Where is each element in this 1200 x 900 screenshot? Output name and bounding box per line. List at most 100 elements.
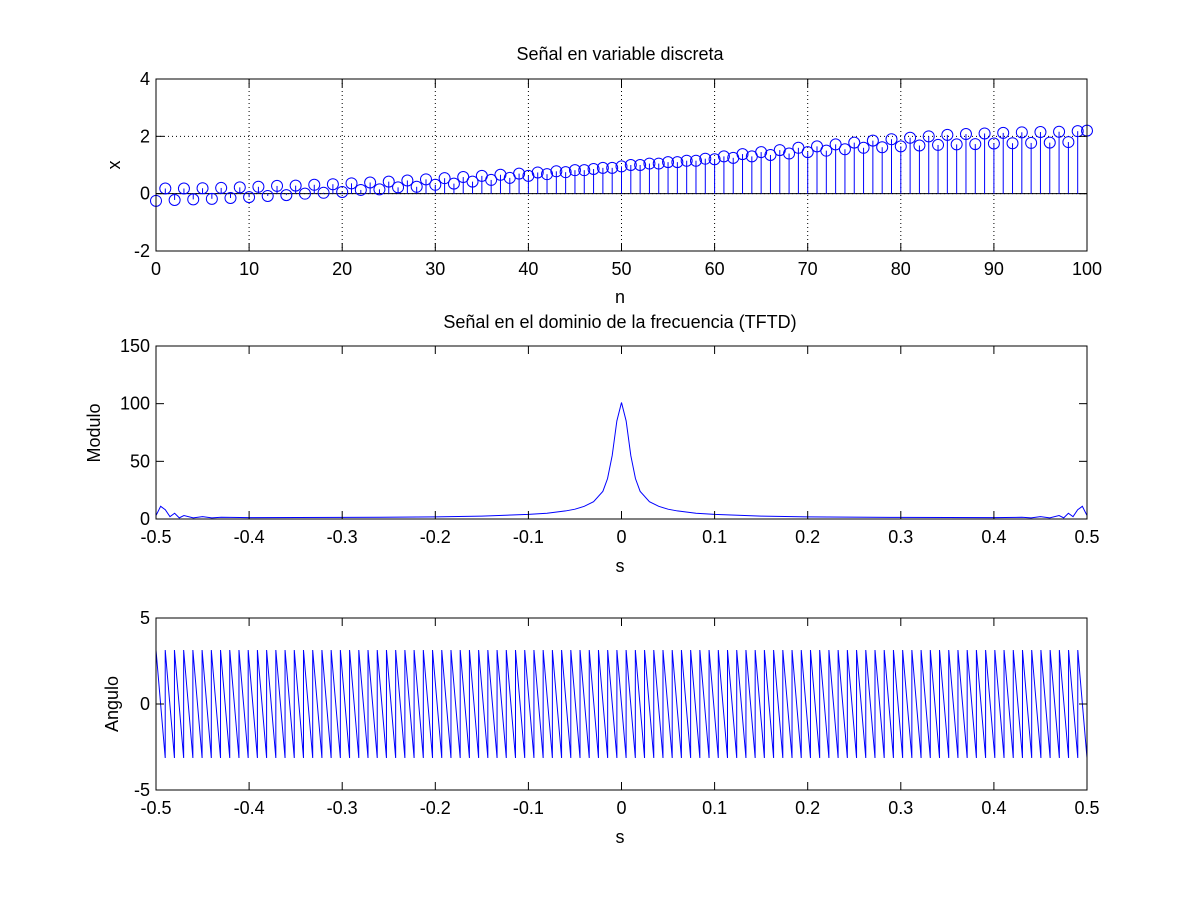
stem-marker [401, 174, 414, 187]
stem-marker [801, 146, 814, 159]
x-tick-label: -0.1 [513, 527, 544, 547]
stem-marker [820, 144, 833, 157]
stem-marker [159, 182, 172, 195]
stem-marker [308, 178, 321, 191]
stem-marker [177, 182, 190, 195]
y-tick-label: 0 [140, 694, 150, 714]
stem-marker [662, 156, 675, 169]
x-tick-label: 0.3 [888, 527, 913, 547]
stem-marker [578, 164, 591, 177]
stem-marker [568, 164, 581, 177]
stem-marker [485, 173, 498, 186]
stem-marker [354, 183, 367, 196]
stem-marker [336, 185, 349, 198]
x-tick-label: -0.5 [140, 798, 171, 818]
stem-marker [326, 178, 339, 191]
x-tick-label: 0.2 [795, 527, 820, 547]
stem-marker [699, 152, 712, 165]
y-axis-label: Modulo [84, 403, 104, 462]
x-tick-label: 0 [151, 259, 161, 279]
tick-labels: -0.5 -0.4 -0.3 -0.2 -0.1 0 0.1 0.2 0.3 0.4 0.5 -5 0 5 [134, 608, 1100, 818]
stem-marker [447, 177, 460, 190]
stem-marks [150, 124, 1093, 207]
stem-marker [224, 191, 237, 204]
stem-marker [261, 189, 274, 202]
y-tick-label: -5 [134, 780, 150, 800]
tick-marks [155, 78, 1088, 252]
stem-marker [624, 159, 637, 171]
x-tick-label: -0.4 [234, 527, 265, 547]
x-tick-label: 0.5 [1074, 798, 1099, 818]
x-tick-label: 0 [616, 798, 626, 818]
stem-marker [866, 134, 879, 147]
stem-marker [317, 186, 330, 199]
stem-marker [932, 138, 945, 151]
subplot-title: Señal en el dominio de la frecuencia (TF… [443, 312, 796, 332]
magnitude-line [155, 402, 1088, 519]
x-tick-label: 20 [332, 259, 352, 279]
x-tick-label: -0.3 [327, 798, 358, 818]
stem-marker [466, 175, 479, 188]
stem-marker [783, 147, 796, 160]
stem-marker [652, 157, 665, 170]
x-tick-label: 40 [518, 259, 538, 279]
stem-marker [243, 191, 256, 204]
x-tick-label: 10 [239, 259, 259, 279]
stem-marker [634, 159, 647, 171]
stem-marker [736, 148, 749, 161]
subplot-magnitude: -0.5 -0.4 -0.3 -0.2 -0.1 0 0.1 0.2 0.3 0.4 0.5 0 50 1… [84, 312, 1100, 576]
y-tick-label: 100 [120, 394, 150, 414]
line-marks [155, 402, 1088, 519]
stem-marker [913, 139, 926, 152]
stem-marker [829, 138, 842, 151]
x-tick-label: 0.3 [888, 798, 913, 818]
stem-marker [233, 181, 246, 194]
x-tick-label: 30 [425, 259, 445, 279]
stem-marker [680, 154, 693, 167]
x-tick-label: 0.5 [1074, 527, 1099, 547]
x-tick-label: 80 [891, 259, 911, 279]
stem-marker [513, 167, 526, 180]
x-axis-label: s [616, 556, 625, 576]
stem-marker [289, 179, 302, 192]
stem-marker [894, 140, 907, 153]
x-tick-label: 0 [616, 527, 626, 547]
phase-line [155, 649, 1088, 759]
stem-marker [987, 137, 1000, 150]
y-tick-label: 0 [140, 509, 150, 529]
stem-marker [941, 128, 954, 141]
stem-marker [1071, 125, 1084, 138]
stem-marker [671, 156, 684, 169]
stem-marker [215, 181, 228, 194]
stem-marker [885, 133, 898, 146]
stem-marker [531, 166, 544, 179]
stem-marker [904, 131, 917, 144]
x-tick-label: -0.1 [513, 798, 544, 818]
x-tick-label: 0.1 [702, 527, 727, 547]
y-axis-label: Angulo [102, 676, 122, 732]
stem-marker [550, 165, 563, 178]
x-tick-label: 90 [984, 259, 1004, 279]
grid-lines [156, 79, 1087, 251]
stem-marker [1015, 126, 1028, 139]
stem-marker [187, 193, 200, 206]
x-tick-label: -0.2 [420, 798, 451, 818]
stem-marker [978, 127, 991, 140]
stem-marker [717, 150, 730, 163]
x-tick-label: 70 [798, 259, 818, 279]
stem-marker [205, 192, 218, 205]
x-tick-label: -0.4 [234, 798, 265, 818]
stem-marker [410, 180, 423, 193]
y-tick-label: 4 [140, 69, 150, 89]
stem-marker [364, 176, 377, 189]
stem-marker [596, 161, 609, 174]
x-tick-label: 0.4 [981, 798, 1006, 818]
stem-marker [373, 183, 386, 196]
stem-marker [168, 193, 181, 206]
stem-marker [689, 154, 702, 167]
stem-marker [382, 175, 395, 188]
x-tick-label: -0.3 [327, 527, 358, 547]
stem-marker [1053, 125, 1066, 138]
stem-marker [438, 172, 451, 185]
